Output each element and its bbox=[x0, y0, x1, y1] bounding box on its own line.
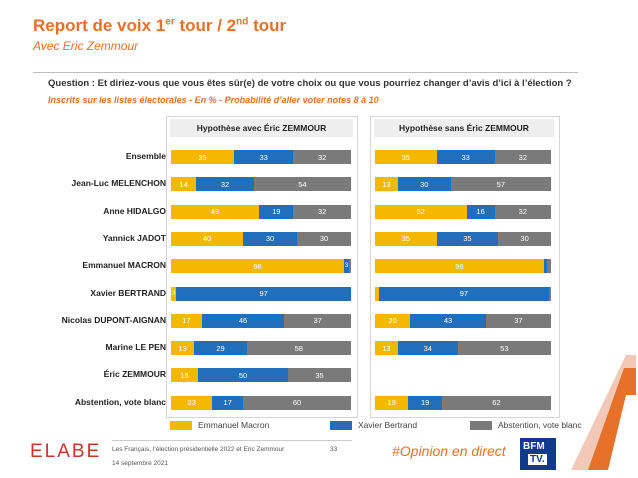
bar-segment-macron: 40 bbox=[171, 231, 243, 246]
legend-swatch-macron bbox=[170, 420, 192, 430]
bar-segment-abstention bbox=[547, 259, 551, 274]
footer-divider bbox=[112, 440, 352, 441]
legend-item-macron: Emmanuel Macron bbox=[170, 420, 269, 430]
bar-segment-macron: 3 bbox=[171, 286, 177, 301]
chart-legend: Emmanuel Macron Xavier Bertrand Abstenti… bbox=[170, 420, 610, 434]
bar-segment-abstention: 53 bbox=[457, 341, 551, 356]
elabe-logo: ELABE bbox=[30, 441, 102, 462]
panel-title-without-zemmour: Hypothèse sans Éric ZEMMOUR bbox=[374, 119, 554, 137]
legend-label-abstention: Abstention, vote blanc bbox=[498, 420, 582, 430]
bar-segment-bertrand: 33 bbox=[436, 150, 495, 164]
bar-segment-bertrand: 35 bbox=[436, 231, 499, 246]
hashtag-opinion: #Opinion en direct bbox=[392, 443, 506, 459]
bar-segment-abstention: 32 bbox=[494, 150, 551, 164]
elabe-triangle-decoration bbox=[571, 355, 636, 470]
bar-segment-bertrand: 97 bbox=[378, 286, 550, 301]
bar-segment-macron: 13 bbox=[375, 341, 398, 356]
bar-segment-abstention: 35 bbox=[288, 368, 351, 383]
bar-segment-bertrand: 32 bbox=[196, 177, 254, 192]
bar-segment-macron: 20 bbox=[375, 313, 411, 328]
bar-segment-abstention: 60 bbox=[243, 395, 351, 410]
bar-segment-bertrand: 30 bbox=[243, 231, 297, 246]
bar-segment-macron: 49 bbox=[171, 204, 260, 219]
legend-label-bertrand: Xavier Bertrand bbox=[358, 420, 418, 430]
bar-segment-bertrand: 46 bbox=[201, 313, 285, 328]
bar-segment-macron: 13 bbox=[171, 341, 195, 356]
deco-triangle-white bbox=[608, 395, 636, 470]
footer-source: Les Français, l’élection présidentielle … bbox=[112, 446, 285, 453]
bar-segment-abstention: 37 bbox=[485, 313, 551, 328]
bar-segment-abstention bbox=[549, 286, 551, 301]
bar-segment-bertrand: 33 bbox=[234, 150, 294, 164]
row-label: Jean-Luc MELENCHON bbox=[71, 178, 166, 189]
survey-note: Inscrits sur les listes électorales - En… bbox=[48, 95, 379, 105]
bar-segment-bertrand: 3 bbox=[343, 259, 350, 274]
row-label: Ensemble bbox=[125, 151, 166, 161]
bar-segment-abstention: 32 bbox=[494, 204, 551, 219]
survey-question: Question : Et diriez-vous que vous êtes … bbox=[48, 78, 572, 89]
bar-segment-macron: 14 bbox=[171, 177, 197, 192]
legend-label-macron: Emmanuel Macron bbox=[198, 420, 270, 430]
legend-swatch-bertrand bbox=[330, 420, 352, 430]
bar-segment-abstention: 30 bbox=[498, 231, 551, 246]
bar-segment-abstention: 30 bbox=[297, 231, 351, 246]
bar-segment-macron: 15 bbox=[171, 368, 198, 383]
bar-segment-bertrand: 16 bbox=[466, 204, 495, 219]
bar-segment-abstention: 32 bbox=[293, 150, 351, 164]
bar-segment-macron bbox=[375, 286, 379, 301]
bar-segment-macron: 96 bbox=[375, 259, 544, 274]
bfm-logo-text: BFM bbox=[523, 441, 545, 452]
legend-item-abstention: Abstention, vote blanc bbox=[470, 420, 582, 430]
bar-segment-macron: 35 bbox=[375, 231, 437, 246]
row-label: Nicolas DUPONT-AIGNAN bbox=[61, 314, 166, 325]
bar-segment-abstention: 37 bbox=[284, 313, 351, 328]
bar-segment-bertrand bbox=[543, 259, 548, 274]
bar-segment-abstention: 57 bbox=[450, 177, 551, 192]
bar-segment-bertrand: 30 bbox=[397, 177, 451, 192]
bar-segment-bertrand: 29 bbox=[194, 341, 247, 356]
bar-segment-bertrand: 19 bbox=[259, 204, 294, 219]
bar-segment-macron: 52 bbox=[375, 204, 467, 219]
row-label: Éric ZEMMOUR bbox=[103, 369, 166, 380]
bar-segment-macron: 23 bbox=[171, 395, 213, 410]
legend-swatch-abstention bbox=[470, 420, 492, 430]
row-label: Emmanuel MACRON bbox=[82, 260, 166, 271]
page-subtitle: Avec Eric Zemmour bbox=[33, 39, 139, 53]
bar-segment-macron: 17 bbox=[171, 313, 202, 328]
bar-segment-macron: 19 bbox=[375, 395, 409, 410]
bar-segment-bertrand: 97 bbox=[176, 286, 351, 301]
bar-segment-abstention: 62 bbox=[441, 395, 551, 410]
bar-segment-abstention: 54 bbox=[253, 177, 351, 192]
bfmtv-logo: BFM TV. bbox=[520, 438, 556, 470]
row-label: Xavier BERTRAND bbox=[90, 287, 166, 298]
page-title: Report de voix 1er tour / 2nd tour bbox=[33, 16, 287, 35]
legend-item-bertrand: Xavier Bertrand bbox=[330, 420, 417, 430]
page-number: 33 bbox=[330, 446, 338, 453]
panel-title-with-zemmour: Hypothèse avec Éric ZEMMOUR bbox=[170, 119, 353, 137]
bar-segment-macron: 35 bbox=[171, 150, 234, 164]
bar-segment-abstention: 32 bbox=[293, 204, 351, 219]
bar-segment-macron: 35 bbox=[375, 150, 437, 164]
tv-logo-text: TV. bbox=[528, 454, 547, 465]
row-label: Marine LE PEN bbox=[105, 342, 166, 353]
footer-date: 14 septembre 2021 bbox=[112, 460, 169, 467]
bar-segment-abstention bbox=[349, 259, 351, 274]
bar-segment-macron: 96 bbox=[171, 259, 344, 274]
bar-segment-bertrand: 17 bbox=[212, 395, 243, 410]
bar-segment-macron: 13 bbox=[375, 177, 398, 192]
row-label: Yannick JADOT bbox=[102, 232, 166, 243]
header-divider bbox=[33, 72, 578, 73]
row-label: Abstention, vote blanc bbox=[74, 396, 166, 407]
bar-segment-bertrand: 19 bbox=[408, 395, 442, 410]
bar-segment-bertrand: 43 bbox=[410, 313, 486, 328]
row-label: Anne HIDALGO bbox=[103, 205, 166, 216]
bar-segment-abstention: 58 bbox=[246, 341, 351, 356]
bar-segment-bertrand: 34 bbox=[397, 341, 458, 356]
bar-segment-bertrand: 50 bbox=[198, 368, 288, 383]
